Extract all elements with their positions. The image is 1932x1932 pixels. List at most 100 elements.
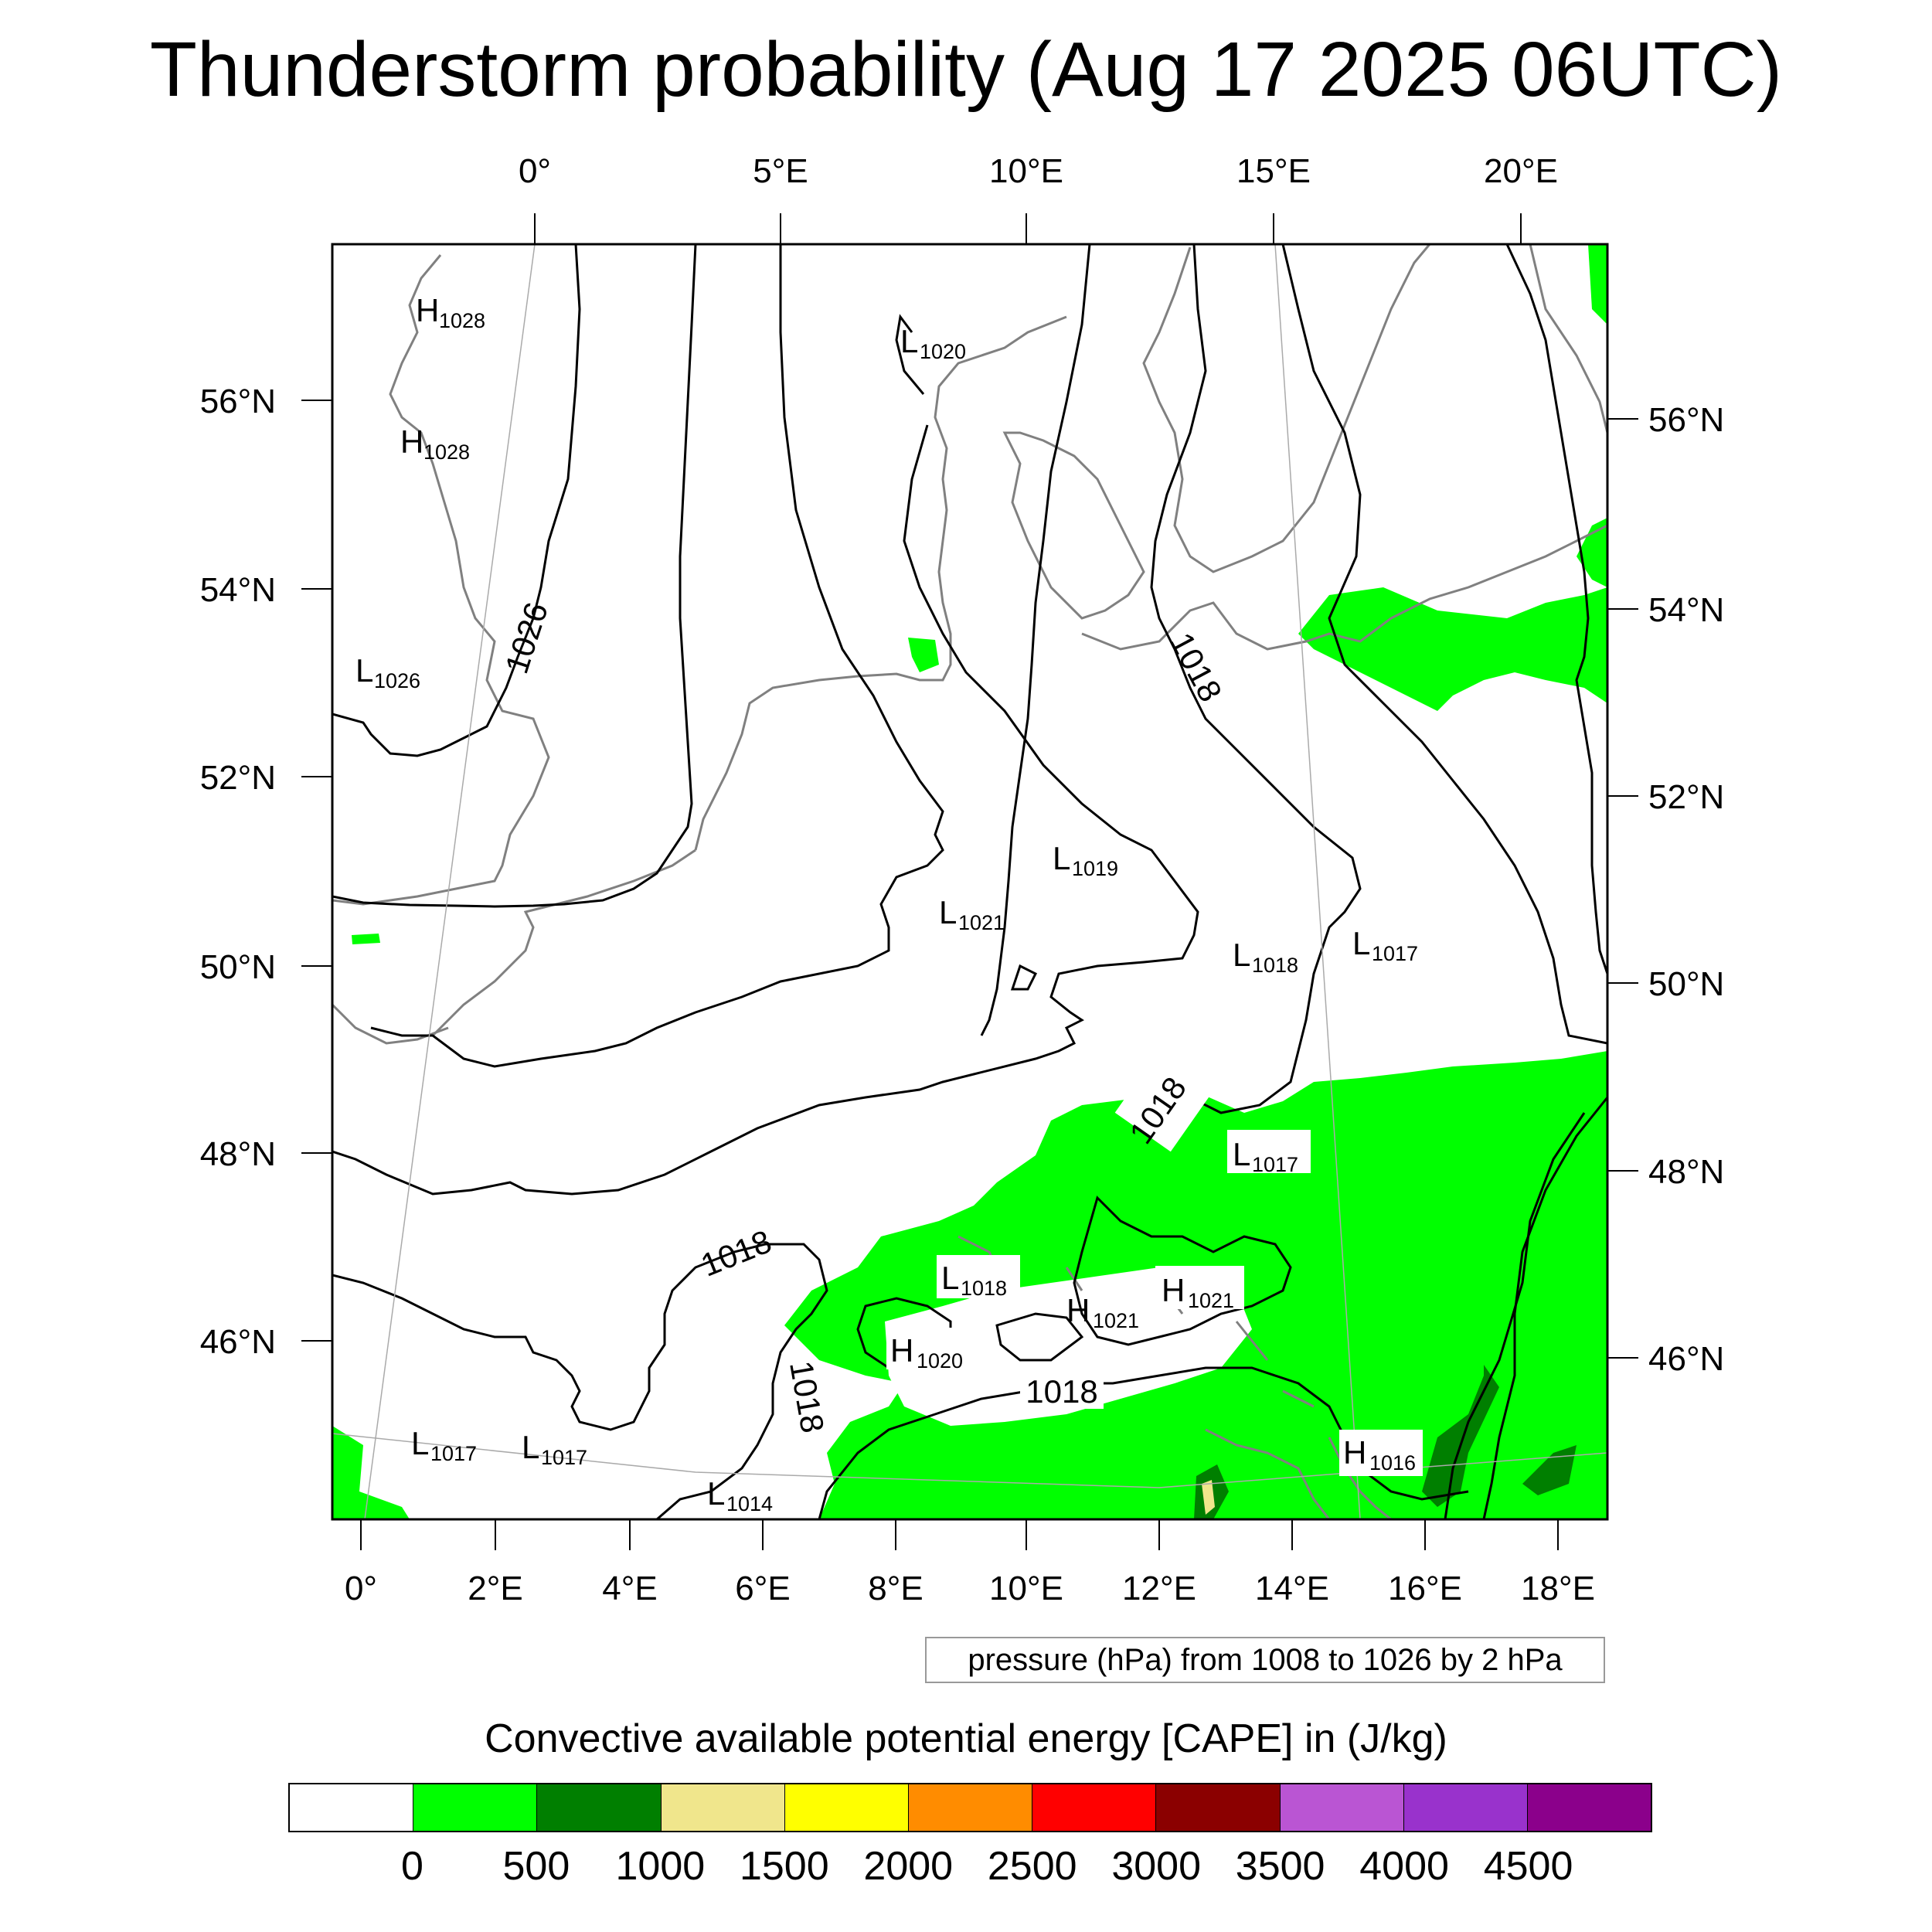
low-pressure-letter: L <box>941 1260 959 1296</box>
colorbar-swatch <box>290 1784 414 1831</box>
coast-france-channel <box>431 849 696 1037</box>
low-center: L 1021 <box>939 894 1005 934</box>
colorbar-label: 2500 <box>987 1844 1077 1889</box>
high-pressure-letter: H <box>416 292 439 328</box>
lon-tick-label-bottom: 6°E <box>735 1570 790 1607</box>
low-pressure-letter: L <box>411 1425 429 1461</box>
colorbar-label: 4500 <box>1483 1844 1573 1889</box>
low-pressure-value: 1017 <box>430 1442 477 1465</box>
isobar-16 <box>895 314 925 395</box>
low-pressure-letter: L <box>1233 937 1250 973</box>
colorbar-label: 3500 <box>1235 1844 1325 1889</box>
low-pressure-value: 1017 <box>1372 942 1418 965</box>
high-pressure-letter: H <box>1162 1272 1185 1308</box>
lat-tick-label-left: 52°N <box>200 759 276 797</box>
lon-tick-label-bottom: 0° <box>345 1570 377 1607</box>
colorbar-swatch <box>1156 1784 1281 1831</box>
lon-tick-label-bottom: 4°E <box>602 1570 657 1607</box>
isobar-1 <box>332 244 581 757</box>
isobar-9 <box>1482 1097 1607 1519</box>
cape-region-southwest-corner <box>332 1426 410 1519</box>
pressure-centers: H 1028 1028 H 1028 L 1026 L 1020 L 1021 … <box>355 292 1423 1515</box>
low-pressure-value: 1017 <box>1252 1153 1298 1176</box>
low-center: L 1026 <box>355 652 420 692</box>
low-center: L 1017 <box>411 1425 477 1465</box>
lat-tick-label-left: 48°N <box>200 1135 276 1173</box>
contour-info-box: pressure (hPa) from 1008 to 1026 by 2 hP… <box>925 1637 1605 1683</box>
colorbar-swatch <box>784 1784 909 1831</box>
lat-tick-label-right: 52°N <box>1648 778 1724 816</box>
low-pressure-value: 1017 <box>541 1446 587 1469</box>
high-pressure-letter: H <box>1066 1292 1090 1328</box>
chart-title: Thunderstorm probability (Aug 17 2025 06… <box>149 26 1783 113</box>
map-frame <box>331 243 1609 1521</box>
colorbar-label: 4000 <box>1359 1844 1449 1889</box>
high-pressure-letter: H <box>400 423 423 460</box>
low-pressure-value: 1019 <box>1072 857 1118 880</box>
graticule-line <box>1274 244 1361 1519</box>
colorbar-label: 3000 <box>1111 1844 1202 1889</box>
high-center: H 1021 <box>1066 1292 1139 1332</box>
low-pressure-value: 1018 <box>1252 954 1298 977</box>
low-pressure-letter: L <box>355 652 373 689</box>
isobar-11 <box>332 1243 828 1519</box>
low-pressure-letter: L <box>1352 925 1370 961</box>
coast-baltic-south <box>1081 524 1607 651</box>
isobar-2 <box>332 244 697 908</box>
high-center: H 1016 <box>1339 1430 1423 1476</box>
contour-label-box <box>1114 1056 1210 1152</box>
isobar-label: 1018 <box>1026 1373 1097 1410</box>
high-pressure-value: 1020 <box>917 1349 963 1372</box>
isobar-label: 1018 <box>783 1358 832 1435</box>
cape-region-1000-1500 <box>1202 1480 1215 1515</box>
cape-region-700-1000-b <box>1522 1445 1577 1495</box>
colorbar-swatch <box>413 1784 538 1831</box>
isobar-3 <box>370 244 944 1068</box>
low-center: L 1014 <box>707 1475 773 1515</box>
high-center: H 1021 <box>1155 1266 1244 1312</box>
colorbar-swatch <box>1032 1784 1157 1831</box>
high-center: 1028 H 1028 <box>400 423 470 464</box>
lat-tick-label-right: 46°N <box>1648 1340 1724 1378</box>
low-center: L 1018 <box>937 1255 1020 1300</box>
low-center: L 1020 <box>900 323 966 363</box>
high-pressure-value: 1028 <box>423 440 470 464</box>
lon-tick-label-bottom: 18°E <box>1521 1570 1595 1607</box>
high-pressure-value: 1016 <box>1369 1451 1416 1475</box>
lon-tick-label-bottom: 14°E <box>1255 1570 1329 1607</box>
low-center: L 1017 <box>1352 925 1418 965</box>
low-pressure-letter: L <box>522 1429 539 1465</box>
low-center: L 1019 <box>1053 840 1118 880</box>
isobar-6 <box>1150 244 1362 1114</box>
center-label-box <box>1339 1430 1423 1476</box>
lon-tick-label-bottom: 10°E <box>989 1570 1063 1607</box>
graticule-line <box>364 244 536 1519</box>
high-pressure-letter: H <box>1343 1434 1366 1471</box>
bottom-longitude-labels: 0° 2°E 4°E 6°E 8°E 10°E 12°E 14°E 16°E 1… <box>345 1570 1595 1607</box>
low-pressure-letter: L <box>1053 840 1070 876</box>
colorbar-label: 500 <box>502 1844 570 1889</box>
center-label-box <box>1155 1266 1244 1309</box>
isobar-8 <box>1505 244 1607 975</box>
coast-baltic-states <box>1529 244 1607 434</box>
colorbar-label: 1000 <box>615 1844 706 1889</box>
isobar-4 <box>332 424 1199 1196</box>
lat-tick-label-left: 50°N <box>200 948 276 986</box>
cape-region-baltic-east <box>1577 518 1607 587</box>
colorbar-label: 2000 <box>863 1844 954 1889</box>
low-pressure-letter: L <box>1233 1136 1250 1172</box>
lon-tick-label-bottom: 8°E <box>868 1570 923 1607</box>
cape-region-poland <box>1298 587 1607 711</box>
cape-small-patch-2 <box>908 638 939 672</box>
lon-tick-label-bottom: 16°E <box>1388 1570 1462 1607</box>
colorbar-label: 0 <box>400 1844 423 1889</box>
lon-tick-label-top: 5°E <box>753 152 808 190</box>
cape-small-patch <box>352 934 380 944</box>
high-pressure-value: 1021 <box>1093 1309 1139 1332</box>
colorbar-swatch <box>1527 1784 1651 1831</box>
low-center: L 1018 <box>1233 937 1298 977</box>
low-pressure-value: 1014 <box>726 1492 773 1515</box>
top-longitude-labels: 0° 5°E 10°E 15°E 20°E <box>519 152 1558 190</box>
isobar-label: 1018 <box>696 1223 776 1284</box>
center-label-box <box>937 1255 1020 1298</box>
